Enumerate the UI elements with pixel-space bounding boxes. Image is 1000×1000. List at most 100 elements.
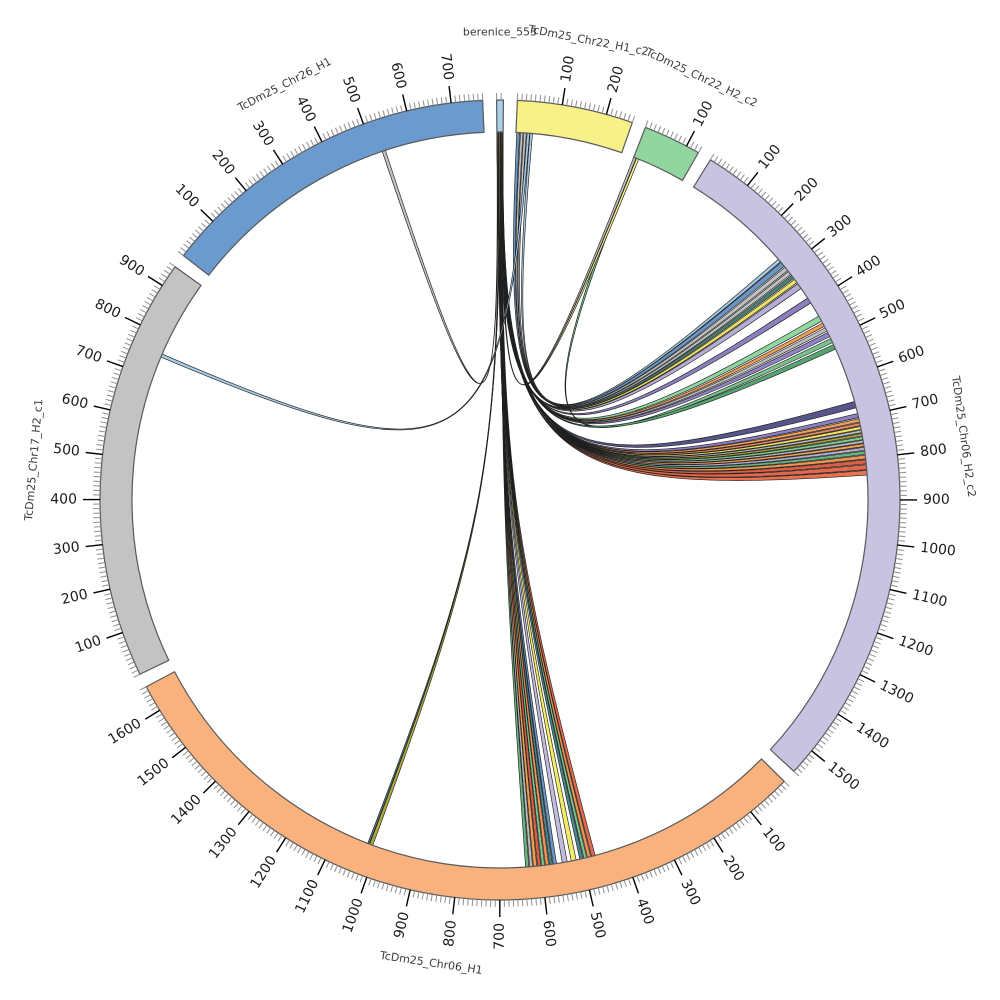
minor-tick (894, 566, 902, 570)
minor-tick (898, 467, 906, 469)
minor-tick (368, 878, 372, 886)
minor-tick (113, 372, 121, 376)
minor-tick (101, 579, 109, 583)
minor-tick (879, 372, 887, 376)
major-tick (746, 171, 759, 187)
minor-tick (266, 827, 272, 834)
major-tick (561, 87, 566, 105)
minor-tick (97, 557, 105, 560)
minor-tick (155, 713, 163, 719)
minor-tick (444, 896, 447, 904)
minor-tick (252, 176, 258, 183)
minor-tick (709, 153, 715, 161)
minor-tick (262, 824, 268, 832)
minor-tick (382, 110, 386, 118)
minor-tick (771, 200, 777, 207)
minor-tick (562, 894, 565, 903)
minor-tick (753, 808, 760, 815)
minor-tick (198, 226, 205, 232)
minor-tick (682, 137, 687, 145)
minor-tick (417, 891, 420, 899)
minor-tick (330, 129, 335, 137)
major-tick (811, 237, 826, 250)
minor-tick (842, 289, 849, 294)
minor-tick (653, 124, 657, 131)
minor-tick (436, 97, 439, 105)
minor-tick (887, 399, 895, 403)
minor-tick (717, 158, 723, 165)
minor-tick (133, 673, 141, 678)
tick-label: 1600 (106, 716, 145, 748)
minor-tick (227, 197, 233, 203)
minor-tick (754, 185, 760, 192)
minor-tick (728, 166, 734, 173)
minor-tick (135, 317, 143, 322)
tick-label: 200 (720, 853, 748, 884)
segment-arc (632, 126, 700, 182)
minor-tick (255, 173, 261, 180)
minor-tick (863, 665, 871, 670)
minor-tick (247, 813, 253, 821)
minor-tick (369, 114, 373, 122)
minor-tick (124, 653, 131, 657)
minor-tick (94, 535, 102, 537)
minor-tick (725, 163, 730, 170)
minor-tick (286, 153, 291, 160)
minor-tick (213, 783, 220, 790)
minor-tick (814, 746, 821, 752)
minor-tick (894, 562, 903, 565)
minor-tick (870, 649, 878, 653)
minor-tick (875, 636, 883, 641)
minor-tick (601, 106, 605, 114)
minor-tick (463, 94, 466, 102)
minor-tick (618, 111, 623, 119)
minor-tick (830, 270, 837, 275)
minor-tick (750, 182, 756, 189)
minor-tick (827, 266, 834, 272)
minor-tick (819, 255, 826, 261)
tick-label: 100 (558, 55, 578, 84)
minor-tick (310, 139, 315, 147)
minor-tick (191, 760, 198, 767)
tick-label: 1300 (206, 824, 241, 862)
tick-label: 700 (73, 342, 104, 366)
minor-tick (878, 628, 886, 632)
minor-tick (552, 96, 555, 104)
minor-tick (200, 770, 207, 777)
minor-tick (543, 95, 546, 103)
minor-tick (98, 434, 106, 438)
minor-tick (189, 236, 196, 242)
minor-tick (100, 421, 108, 424)
minor-tick (421, 892, 424, 900)
minor-tick (872, 351, 880, 355)
minor-tick (872, 645, 880, 649)
tick-label: 200 (792, 175, 822, 205)
minor-tick (109, 385, 117, 389)
minor-tick (326, 131, 331, 139)
minor-tick (102, 584, 110, 587)
tick-label: 1500 (135, 755, 173, 790)
tick-label: 300 (52, 539, 80, 558)
minor-tick (373, 112, 377, 120)
minor-tick (329, 863, 334, 871)
minor-tick (822, 736, 829, 742)
minor-tick (94, 466, 102, 469)
major-tick (750, 811, 762, 826)
major-tick (811, 750, 826, 763)
minor-tick (210, 212, 217, 219)
minor-tick (182, 750, 189, 756)
minor-tick (377, 111, 382, 119)
segment-arc (515, 99, 634, 154)
tick-label: 1500 (824, 759, 862, 794)
minor-tick (457, 897, 460, 905)
minor-tick (112, 623, 120, 627)
segment-TcDm25_Chr22_H1_c2: 100 200 TcDm25_Chr22_H1_c2 (515, 22, 650, 154)
tick-label: 600 (896, 343, 927, 367)
minor-tick (445, 96, 448, 104)
minor-tick (602, 886, 605, 894)
minor-tick (314, 137, 319, 145)
minor-tick (188, 757, 195, 763)
minor-tick (317, 857, 322, 865)
minor-tick (426, 893, 429, 901)
minor-tick (636, 875, 640, 883)
